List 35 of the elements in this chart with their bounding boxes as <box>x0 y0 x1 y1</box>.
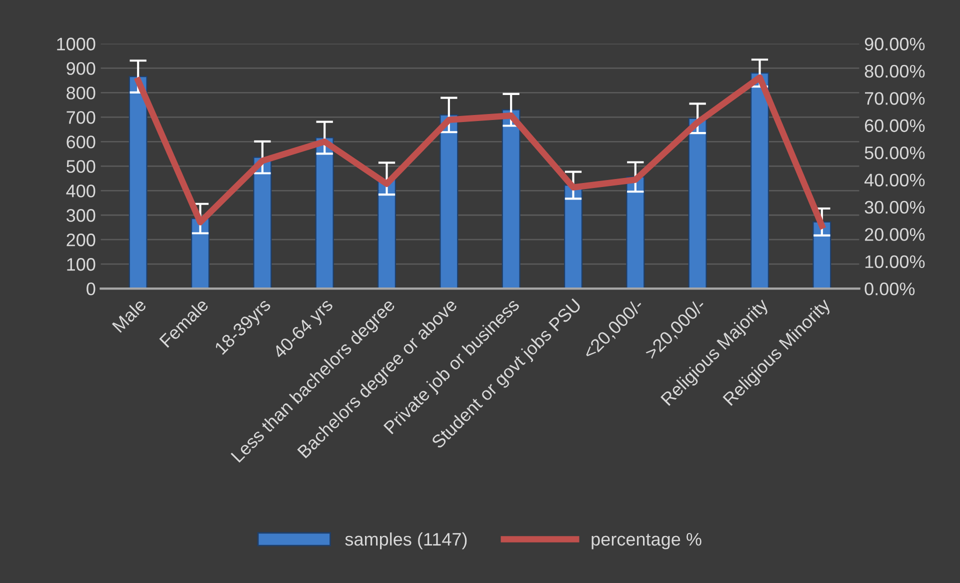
bar <box>128 76 148 289</box>
y2-tick-label: 70.00% <box>864 92 925 105</box>
legend-label: percentage % <box>592 532 702 550</box>
y2-tick-label: 60.00% <box>864 119 925 132</box>
y2-tick-label: 80.00% <box>864 64 925 78</box>
bar <box>440 114 458 289</box>
y2-tick-label: 10.00% <box>865 255 925 268</box>
bar <box>564 184 583 289</box>
y2-tick-label: 0.00% <box>864 282 915 296</box>
y2-tick-label: 50.00% <box>864 146 925 160</box>
y2-tick-label: 30.00% <box>864 200 925 214</box>
y-tick-label: 100 <box>67 258 96 271</box>
bar <box>750 72 769 289</box>
bar <box>377 178 396 289</box>
legend-label: samples (1147) <box>345 532 467 550</box>
y-tick-label: 0 <box>86 282 96 296</box>
y2-tick-label: 20.00% <box>864 228 925 241</box>
y-tick-label: 600 <box>66 136 96 148</box>
y-tick-label: 700 <box>66 111 96 124</box>
bar <box>502 109 520 289</box>
bar <box>315 137 334 289</box>
y-tick-label: 200 <box>66 234 96 246</box>
y-tick-label: 300 <box>66 209 96 222</box>
y-tick-label: 1000 <box>57 38 96 50</box>
y2-tick-label: 90.00% <box>864 38 925 50</box>
bar <box>626 176 645 289</box>
bar <box>253 156 272 289</box>
y-tick-label: 500 <box>66 160 96 173</box>
bar <box>688 118 707 289</box>
y-tick-label: 800 <box>66 86 96 100</box>
y2-tick-label: 40.00% <box>864 174 925 186</box>
y-tick-label: 400 <box>66 184 96 198</box>
bar <box>191 218 210 289</box>
y-tick-label: 900 <box>66 62 96 75</box>
bar <box>812 221 832 289</box>
